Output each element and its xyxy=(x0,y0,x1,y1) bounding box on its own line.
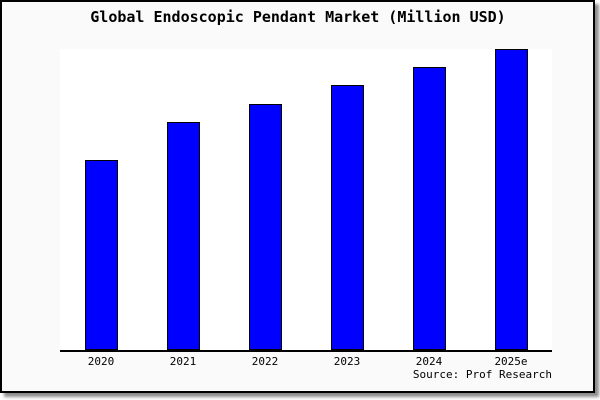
source-text: Source: Prof Research xyxy=(412,368,552,381)
bar-slot-2021 xyxy=(142,49,224,350)
bar-slot-2022 xyxy=(224,49,306,350)
x-tick-label-2020: 2020 xyxy=(87,355,115,368)
bar-2022 xyxy=(248,104,282,350)
bar-2021 xyxy=(166,122,200,350)
bar-2024 xyxy=(412,66,446,350)
x-axis-labels: 2020 2021 2022 2023 2024 2025e xyxy=(60,355,552,368)
plot-area xyxy=(60,49,552,352)
bar-slot-2020 xyxy=(60,49,142,350)
x-tick-label-2021: 2021 xyxy=(169,355,197,368)
bar-2023 xyxy=(330,84,364,350)
bar-slot-2025e xyxy=(470,49,552,350)
bar-slot-2023 xyxy=(306,49,388,350)
x-tick-label-2022: 2022 xyxy=(251,355,279,368)
bar-2020 xyxy=(84,159,118,350)
chart-title: Global Endoscopic Pendant Market (Millio… xyxy=(90,8,506,26)
bar-2025e xyxy=(494,49,528,350)
x-tick-label-2023: 2023 xyxy=(333,355,361,368)
x-tick-label-2024: 2024 xyxy=(415,355,443,368)
bar-slot-2024 xyxy=(388,49,470,350)
x-tick-label-2025e: 2025e xyxy=(494,355,528,368)
